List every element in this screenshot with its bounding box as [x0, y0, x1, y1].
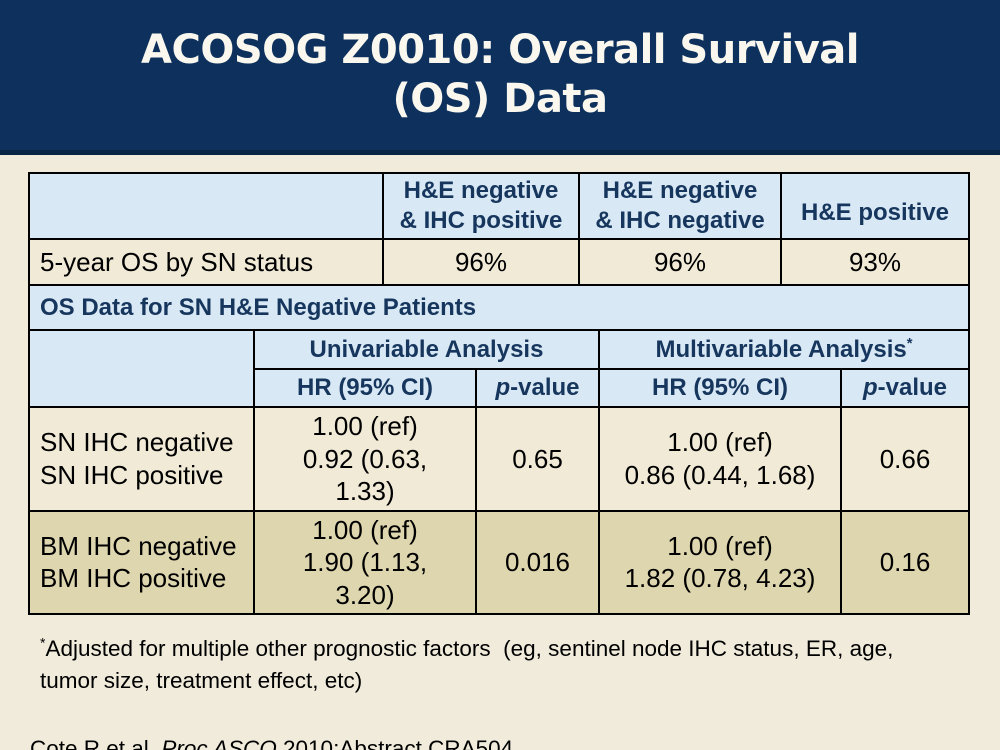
sn-multivariable-pvalue-cell: 0.66	[839, 406, 971, 512]
row-label-5yr-os: 5-year OS by SN status	[28, 238, 384, 286]
empty-label-header-cell	[28, 329, 255, 408]
slide-title-line1: ACOSOG Z0010: Overall Survival	[141, 27, 860, 74]
os-value-hne-neg-ihc-pos: 96%	[382, 238, 580, 286]
slide-title-line2: (OS) Data	[392, 76, 608, 122]
section-header-row: OS Data for SN H&E Negative Patients	[27, 284, 971, 331]
p-italic: p	[495, 374, 511, 401]
column-header-line1: H&E negative	[602, 177, 758, 204]
group-header-multivariable-label: Multivariable Analysis	[655, 335, 907, 363]
footnote: *Adjusted for multiple other prognostic …	[40, 633, 965, 696]
sn-multivariable-hr-cell: 1.00 (ref) 0.86 (0.44, 1.68)	[598, 406, 842, 512]
os-summary-data-row: 5-year OS by SN status 96% 96% 93%	[28, 238, 970, 286]
sn-univariable-pvalue-cell: 0.65	[475, 406, 600, 512]
hr-line: 1.33)	[335, 476, 395, 506]
title-banner: ACOSOG Z0010: Overall Survival (OS) Data	[0, 0, 1000, 155]
hr-line: 1.00 (ref)	[312, 411, 418, 441]
multivariable-asterisk: *	[906, 335, 913, 352]
bm-univariable-pvalue-cell: 0.016	[475, 509, 600, 615]
sn-label-line2: SN IHC positive	[40, 459, 224, 490]
citation-journal: Proc ASCO	[161, 736, 277, 750]
bm-label-line1: BM IHC negative	[40, 530, 237, 561]
p-italic: p	[862, 374, 878, 401]
column-header-hne-neg-ihc-pos: H&E negative & IHC positive	[382, 172, 580, 240]
hr-line: 1.90 (1.13,	[302, 547, 428, 577]
column-header-hne-neg-ihc-neg: H&E negative & IHC negative	[578, 172, 782, 240]
section-header-os-data: OS Data for SN H&E Negative Patients	[27, 284, 971, 331]
sn-ihc-data-row: SN IHC negative SN IHC positive 1.00 (re…	[28, 406, 971, 512]
citation: Cote R et al. Proc ASCO 2010;Abstract CR…	[30, 736, 970, 750]
os-value-hne-neg-ihc-neg: 96%	[578, 238, 782, 286]
hr-line: 1.00 (ref)	[312, 514, 418, 545]
bm-univariable-hr-cell: 1.00 (ref) 1.90 (1.13, 3.20)	[253, 509, 477, 615]
subheader-pvalue-multivariable: p-value	[839, 368, 971, 408]
footnote-line2: tumor size, treatment effect, etc)	[40, 667, 363, 693]
os-value-hne-pos: 93%	[780, 238, 970, 286]
bm-multivariable-pvalue-cell: 0.16	[839, 509, 971, 615]
hr-line: 1.00 (ref)	[667, 530, 773, 561]
empty-corner-cell	[28, 172, 384, 240]
column-header-line1: H&E negative	[403, 177, 559, 204]
group-header-multivariable: Multivariable Analysis*	[597, 329, 971, 370]
sn-label-line1: SN IHC negative	[40, 427, 234, 458]
os-summary-table: H&E negative & IHC positive H&E negative…	[28, 172, 970, 286]
citation-pre: Cote R et al.	[30, 736, 162, 750]
subheader-hr-multivariable: HR (95% CI)	[598, 368, 842, 408]
p-rest: -value	[510, 374, 580, 401]
subheader-hr-univariable: HR (95% CI)	[253, 368, 477, 408]
column-header-hne-pos: H&E positive	[780, 172, 970, 240]
slide-body: H&E negative & IHC positive H&E negative…	[27, 172, 971, 615]
analysis-subheader-row: HR (95% CI) p-value HR (95% CI) p-value	[29, 368, 971, 408]
row-label-bm-ihc: BM IHC negative BM IHC positive	[28, 509, 255, 615]
hr-line: 1.82 (0.78, 4.23)	[624, 563, 816, 594]
footnote-line1: Adjusted for multiple other prognostic f…	[45, 636, 894, 661]
column-header-line1: H&E positive	[800, 199, 950, 226]
bm-label-line2: BM IHC positive	[40, 563, 227, 594]
hr-analysis-table: OS Data for SN H&E Negative Patients Uni…	[27, 284, 971, 615]
hr-line: 0.86 (0.44, 1.68)	[624, 459, 816, 490]
column-header-line2: & IHC negative	[595, 207, 765, 234]
os-summary-header-row: H&E negative & IHC positive H&E negative…	[28, 172, 970, 240]
citation-post: 2010;Abstract CRA504.	[276, 736, 520, 750]
sn-univariable-hr-cell: 1.00 (ref) 0.92 (0.63, 1.33)	[253, 406, 477, 512]
column-header-line2: & IHC positive	[399, 207, 563, 234]
hr-line: 3.20)	[335, 579, 395, 610]
bm-multivariable-hr-cell: 1.00 (ref) 1.82 (0.78, 4.23)	[598, 509, 842, 615]
group-header-univariable-label: Univariable Analysis	[309, 335, 544, 363]
group-header-univariable: Univariable Analysis	[253, 329, 600, 370]
bm-ihc-data-row: BM IHC negative BM IHC positive 1.00 (re…	[28, 509, 971, 615]
analysis-group-header-row: Univariable Analysis Multivariable Analy…	[28, 329, 971, 408]
p-rest: -value	[877, 374, 948, 401]
subheader-pvalue-univariable: p-value	[475, 368, 600, 408]
footnote-asterisk: *	[40, 634, 46, 651]
hr-line: 0.92 (0.63,	[302, 443, 428, 474]
row-label-sn-ihc: SN IHC negative SN IHC positive	[28, 406, 255, 512]
hr-line: 1.00 (ref)	[667, 427, 773, 458]
